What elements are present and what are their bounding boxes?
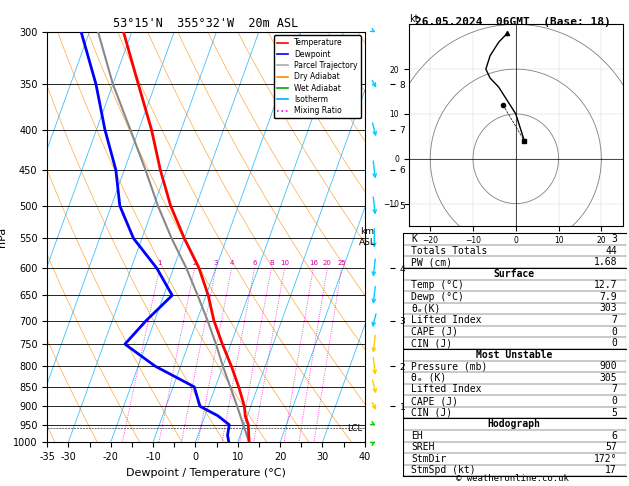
Text: 2: 2: [192, 260, 197, 266]
Text: LCL: LCL: [348, 424, 363, 433]
Text: PW (cm): PW (cm): [411, 257, 453, 267]
X-axis label: Dewpoint / Temperature (°C): Dewpoint / Temperature (°C): [126, 468, 286, 478]
Text: 12.7: 12.7: [593, 280, 617, 290]
Text: kt: kt: [409, 14, 418, 24]
Text: © weatheronline.co.uk: © weatheronline.co.uk: [456, 474, 569, 483]
Text: Pressure (mb): Pressure (mb): [411, 362, 488, 371]
Text: 305: 305: [599, 373, 617, 383]
Text: 1: 1: [157, 260, 162, 266]
Text: 1.68: 1.68: [593, 257, 617, 267]
Text: 26.05.2024  06GMT  (Base: 18): 26.05.2024 06GMT (Base: 18): [415, 17, 611, 27]
Text: Hodograph: Hodograph: [487, 419, 541, 429]
Text: 44: 44: [605, 245, 617, 256]
Text: CIN (J): CIN (J): [411, 338, 453, 348]
Text: 25: 25: [337, 260, 346, 266]
Text: 57: 57: [605, 442, 617, 452]
Text: 7: 7: [611, 384, 617, 395]
Text: 17: 17: [605, 466, 617, 475]
Text: 16: 16: [309, 260, 318, 266]
Text: θₑ (K): θₑ (K): [411, 373, 447, 383]
Text: Temp (°C): Temp (°C): [411, 280, 464, 290]
Text: SREH: SREH: [411, 442, 435, 452]
Text: StmSpd (kt): StmSpd (kt): [411, 466, 476, 475]
Text: CAPE (J): CAPE (J): [411, 327, 459, 337]
Text: 0: 0: [611, 396, 617, 406]
Text: 172°: 172°: [593, 454, 617, 464]
Text: 4: 4: [230, 260, 234, 266]
Text: 5: 5: [611, 408, 617, 417]
Text: 7.9: 7.9: [599, 292, 617, 302]
Y-axis label: km
ASL: km ASL: [359, 227, 376, 246]
Text: 0: 0: [611, 327, 617, 337]
Text: Most Unstable: Most Unstable: [476, 350, 552, 360]
Text: Dewp (°C): Dewp (°C): [411, 292, 464, 302]
Text: K: K: [411, 234, 418, 244]
Y-axis label: hPa: hPa: [0, 227, 8, 247]
Text: 0: 0: [611, 338, 617, 348]
Text: StmDir: StmDir: [411, 454, 447, 464]
Text: Lifted Index: Lifted Index: [411, 315, 482, 325]
Text: Lifted Index: Lifted Index: [411, 384, 482, 395]
Text: Totals Totals: Totals Totals: [411, 245, 488, 256]
Text: 303: 303: [599, 303, 617, 313]
Text: 6: 6: [611, 431, 617, 441]
Text: 20: 20: [323, 260, 332, 266]
Text: CAPE (J): CAPE (J): [411, 396, 459, 406]
Text: CIN (J): CIN (J): [411, 408, 453, 417]
Title: 53°15'N  355°32'W  20m ASL: 53°15'N 355°32'W 20m ASL: [113, 17, 299, 31]
Text: EH: EH: [411, 431, 423, 441]
Text: Surface: Surface: [494, 269, 535, 279]
Text: B: B: [269, 260, 274, 266]
Text: 3: 3: [611, 234, 617, 244]
Text: 900: 900: [599, 362, 617, 371]
Text: 10: 10: [280, 260, 289, 266]
Legend: Temperature, Dewpoint, Parcel Trajectory, Dry Adiabat, Wet Adiabat, Isotherm, Mi: Temperature, Dewpoint, Parcel Trajectory…: [274, 35, 361, 118]
Text: θₑ(K): θₑ(K): [411, 303, 441, 313]
Text: 3: 3: [214, 260, 218, 266]
Text: 6: 6: [252, 260, 257, 266]
Text: 7: 7: [611, 315, 617, 325]
